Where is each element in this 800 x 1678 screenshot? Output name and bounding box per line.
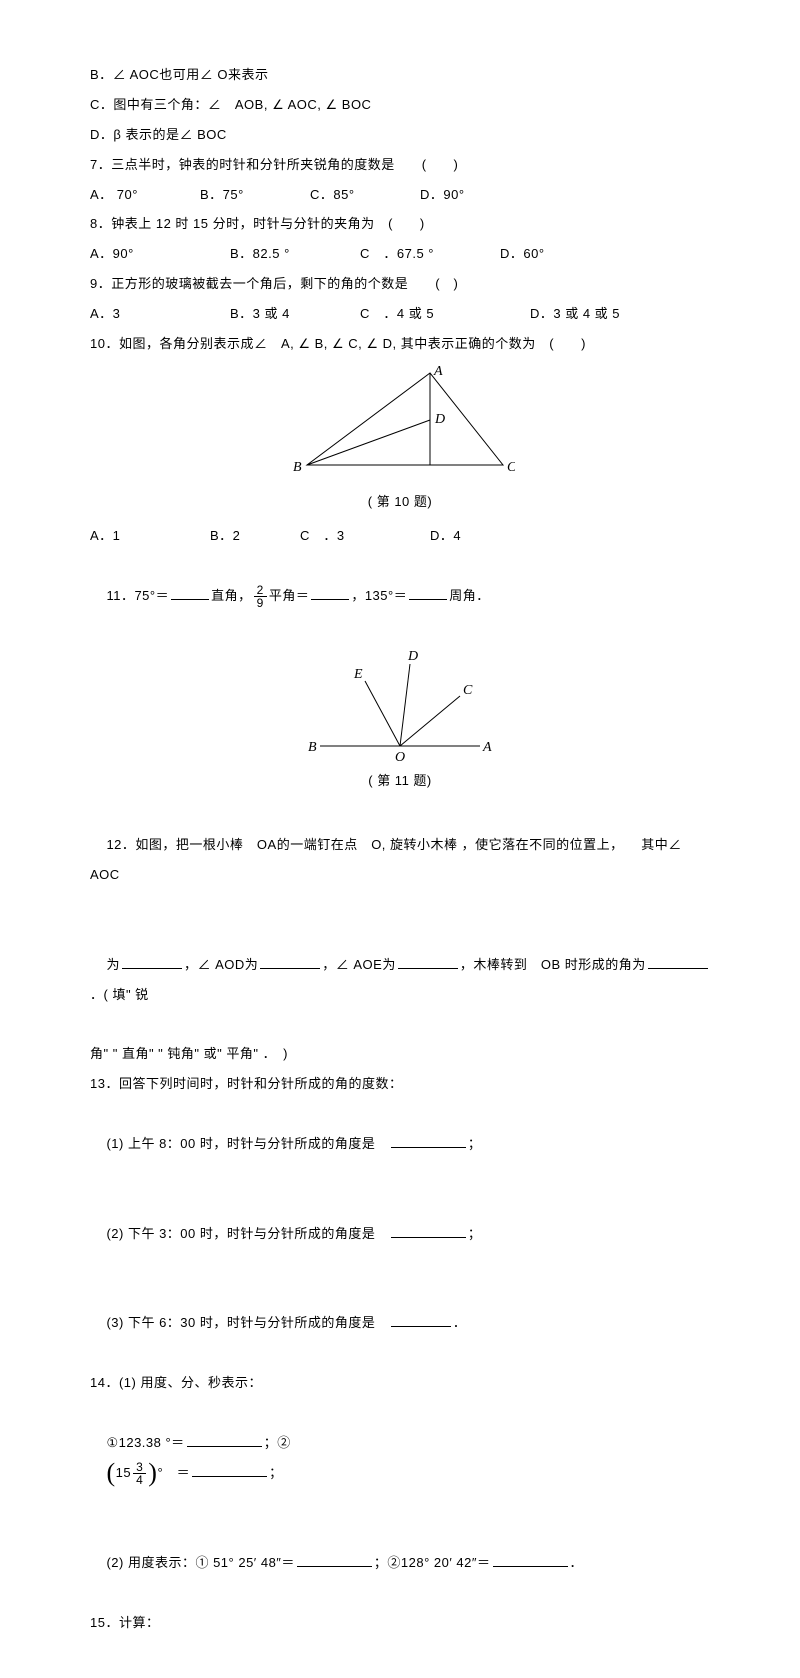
triangle-diagram-icon: A B C D (285, 365, 515, 485)
q7-c: C．85° (310, 180, 420, 210)
q11-pre: 11．75°＝ (106, 588, 169, 603)
q11-mid4: 周角． (449, 588, 490, 603)
q8-c: C ．67.5 ° (360, 239, 500, 269)
label-a: A (433, 365, 443, 379)
blank (122, 957, 182, 969)
q12-line3: 角" " 直角" " 钝角" 或" 平角" ． ) (90, 1039, 710, 1069)
label-d: D (434, 412, 446, 427)
q6-opt-d: D．β 表示的是∠ BOC (90, 120, 710, 150)
q14-row1: ①123.38 °＝；② (1534)° ＝； (90, 1398, 710, 1518)
q11-line: 11．75°＝ 直角，29平角＝ ，135°＝ 周角． (90, 551, 710, 641)
q13-3: (3) 下午 6：30 时，时针与分针所成的角度是 ． (90, 1279, 710, 1369)
q9-c: C ．4 或 5 (360, 299, 530, 329)
blank (311, 588, 349, 600)
q6-opt-b: B．∠ AOC也可用∠ O来表示 (90, 60, 710, 90)
label-e: E (353, 667, 363, 682)
q14-row2: (2) 用度表示：① 51° 25′ 48″＝；②128° 20′ 42″＝． (90, 1518, 710, 1608)
blank (297, 1555, 372, 1567)
q7-d: D．90° (420, 180, 465, 210)
q8-options: A．90° B．82.5 ° C ．67.5 ° D．60° (90, 239, 710, 269)
q7-stem: 7．三点半时，钟表的时针和分针所夹锐角的度数是 ( ) (90, 150, 710, 180)
blank (187, 1435, 262, 1447)
q10-c: C ．3 (300, 521, 430, 551)
q11-mid3: ，135°＝ (351, 588, 407, 603)
q9-stem: 9．正方形的玻璃被截去一个角后，剩下的角的个数是 ( ) (90, 269, 710, 299)
fraction-icon: 29 (254, 584, 267, 609)
page-content: B．∠ AOC也可用∠ O来表示 C．图中有三个角：∠ AOB, ∠ AOC, … (0, 0, 800, 1678)
q11-mid2: 平角＝ (269, 588, 310, 603)
q11-caption: ( 第 11 题) (90, 766, 710, 796)
q12-line1: 12．如图，把一根小棒 OA的一端钉在点 O, 旋转小木棒 ，使它落在不同的位置… (90, 800, 710, 920)
blank (648, 957, 708, 969)
q12-line2: 为，∠ AOD为，∠ AOE为，木棒转到 OB 时形成的角为．( 填" 锐 (90, 920, 710, 1040)
q8-a: A．90° (90, 239, 230, 269)
blank (391, 1226, 466, 1238)
blank (260, 957, 320, 969)
q8-stem: 8．钟表上 12 时 15 分时，时针与分针的夹角为 ( ) (90, 209, 710, 239)
q10-stem: 10．如图，各角分别表示成∠ A, ∠ B, ∠ C, ∠ D, 其中表示正确的… (90, 329, 710, 359)
q11-figure: A B C D E O (90, 646, 710, 764)
label-c: C (463, 683, 473, 698)
q10-caption: ( 第 10 题) (90, 487, 710, 517)
label-c: C (507, 460, 515, 475)
blank (192, 1465, 267, 1477)
q10-d: D．4 (430, 521, 461, 551)
mixed-fraction-icon: (1534) (106, 1458, 157, 1488)
blank (398, 957, 458, 969)
label-a: A (482, 740, 492, 755)
blank (391, 1316, 451, 1328)
label-b: B (308, 740, 317, 755)
q9-options: A．3 B．3 或 4 C ．4 或 5 D．3 或 4 或 5 (90, 299, 710, 329)
q8-b: B．82.5 ° (230, 239, 360, 269)
blank (391, 1136, 466, 1148)
q7-b: B．75° (200, 180, 310, 210)
q13-stem: 13．回答下列时间时，时针和分针所成的角的度数： (90, 1069, 710, 1099)
blank (409, 588, 447, 600)
q7-a: A． 70° (90, 180, 200, 210)
q13-2: (2) 下午 3：00 时，时针与分针所成的角度是 ； (90, 1189, 710, 1279)
q9-d: D．3 或 4 或 5 (530, 299, 620, 329)
q13-1: (1) 上午 8：00 时，时针与分针所成的角度是 ； (90, 1099, 710, 1189)
q7-options: A． 70° B．75° C．85° D．90° (90, 180, 710, 210)
label-b: B (293, 460, 302, 475)
q10-figure: A B C D (90, 365, 710, 485)
blank (171, 588, 209, 600)
q8-d: D．60° (500, 239, 545, 269)
q10-a: A．1 (90, 521, 210, 551)
label-o: O (395, 750, 406, 764)
q11-mid1: 直角， (211, 588, 252, 603)
q10-options: A．1 B．2 C ．3 D．4 (90, 521, 710, 551)
blank (493, 1555, 568, 1567)
rays-diagram-icon: A B C D E O (300, 646, 500, 764)
label-d: D (407, 649, 419, 664)
q9-a: A．3 (90, 299, 230, 329)
q6-opt-c: C．图中有三个角：∠ AOB, ∠ AOC, ∠ BOC (90, 90, 710, 120)
q10-b: B．2 (210, 521, 300, 551)
q9-b: B．3 或 4 (230, 299, 360, 329)
q14-stem: 14．(1) 用度、分、秒表示： (90, 1368, 710, 1398)
q15-stem: 15．计算： (90, 1608, 710, 1638)
